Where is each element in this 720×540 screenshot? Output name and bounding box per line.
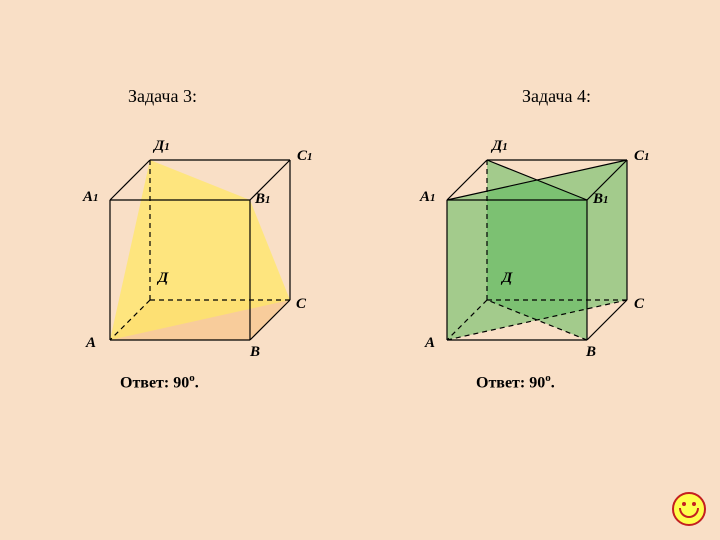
t3-D1: Д1 (154, 138, 170, 155)
t3-A1: А1 (83, 189, 99, 206)
task3-answer: Ответ: 90о. (120, 372, 199, 392)
task4-title: Задача 4: (522, 86, 591, 107)
task3-title: Задача 3: (128, 86, 197, 107)
t3-D: Д (158, 270, 168, 287)
t4-C: С (634, 296, 644, 313)
t4-D1: Д1 (492, 138, 508, 155)
task4-cube (432, 150, 644, 350)
t3-A: А (86, 335, 96, 352)
t4-A1: А1 (420, 189, 436, 206)
t4-D: Д (502, 270, 512, 287)
t4-B: В (586, 344, 596, 361)
t3-B: В (250, 344, 260, 361)
t4-A: А (425, 335, 435, 352)
smiley-icon (672, 492, 706, 526)
t4-C1: С1 (634, 148, 650, 165)
task4-answer: Ответ: 90о. (476, 372, 555, 392)
t3-C1: С1 (297, 148, 313, 165)
t3-C: С (296, 296, 306, 313)
t4-B1: В1 (593, 191, 609, 208)
t3-B1: В1 (255, 191, 271, 208)
task3-cube (95, 150, 307, 350)
